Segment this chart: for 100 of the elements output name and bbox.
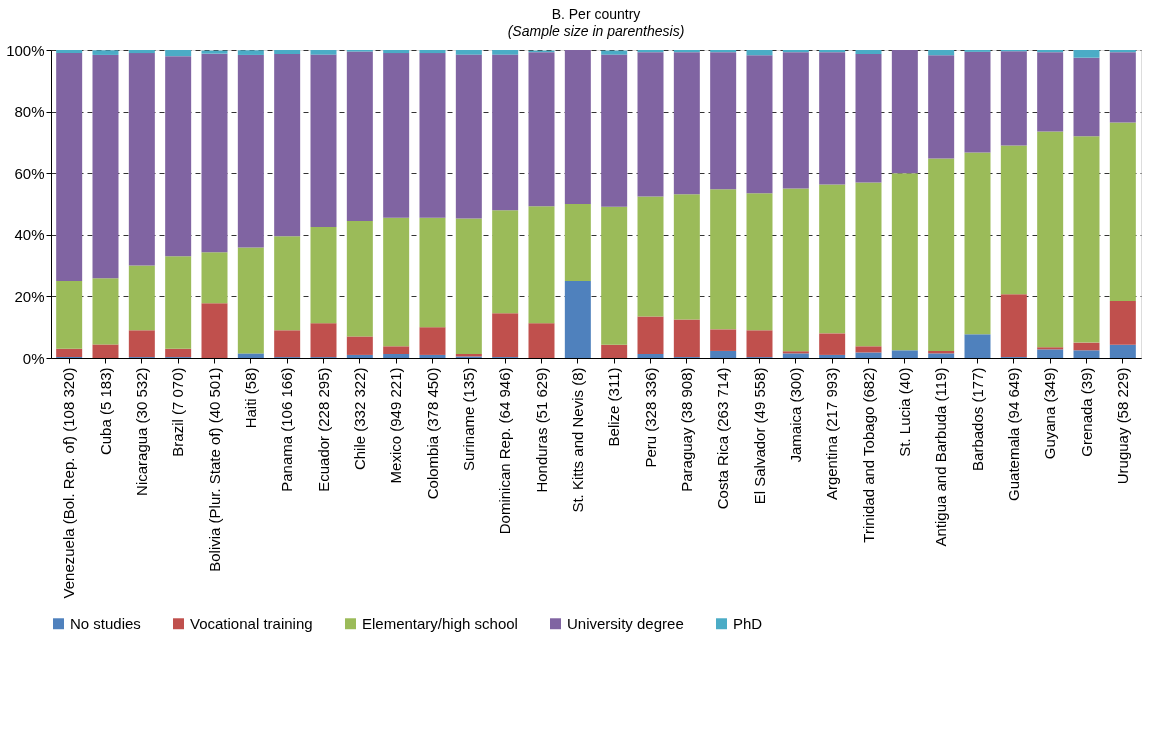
bar bbox=[1000, 51, 1027, 146]
chart-subtitle: (Sample size in parenthesis) bbox=[507, 23, 685, 39]
x-tick-label: Haiti (58) bbox=[241, 367, 259, 429]
bar bbox=[673, 194, 700, 320]
bar bbox=[492, 54, 519, 211]
y-tick-label: 40% bbox=[14, 226, 45, 244]
bar bbox=[964, 51, 991, 153]
bar bbox=[782, 188, 809, 352]
bar bbox=[564, 50, 591, 204]
bar bbox=[1073, 136, 1100, 343]
x-tick-label: Guatemala (94 649) bbox=[1004, 367, 1022, 501]
bar bbox=[637, 316, 664, 354]
bar bbox=[128, 265, 155, 331]
bar bbox=[310, 227, 337, 324]
bar bbox=[891, 50, 918, 174]
bar bbox=[92, 50, 119, 55]
bar bbox=[165, 50, 192, 57]
bar bbox=[528, 206, 555, 324]
bar bbox=[492, 50, 519, 55]
bar bbox=[165, 56, 192, 257]
bar bbox=[928, 158, 955, 351]
bar bbox=[274, 50, 301, 54]
x-tick-label: Cuba (5 183) bbox=[96, 367, 114, 456]
bar bbox=[1073, 350, 1100, 358]
bar bbox=[1000, 145, 1027, 295]
bar bbox=[855, 54, 882, 183]
legend-label: Elementary/high school bbox=[362, 614, 518, 632]
bar bbox=[274, 330, 301, 358]
bar bbox=[710, 50, 737, 53]
bar bbox=[92, 54, 119, 279]
bar bbox=[237, 54, 264, 248]
x-tick-label: Barbados (177) bbox=[968, 367, 986, 471]
y-tick-label: 0% bbox=[22, 349, 45, 367]
bar bbox=[564, 281, 591, 358]
legend-label: Vocational training bbox=[190, 614, 313, 632]
bar bbox=[746, 55, 773, 194]
bar bbox=[928, 55, 955, 159]
bar bbox=[383, 346, 410, 354]
x-tick-label: Argentina (217 993) bbox=[823, 367, 841, 501]
bar bbox=[601, 206, 628, 345]
bar bbox=[964, 334, 991, 358]
bar bbox=[56, 53, 83, 281]
bar bbox=[637, 354, 664, 358]
bar bbox=[819, 52, 846, 185]
bar bbox=[56, 281, 83, 349]
bar bbox=[1109, 301, 1136, 345]
bar bbox=[710, 329, 737, 351]
bar bbox=[891, 350, 918, 358]
bar bbox=[346, 354, 373, 358]
bar bbox=[1073, 50, 1100, 58]
x-tick-label: Colombia (378 450) bbox=[423, 367, 441, 500]
bar bbox=[746, 330, 773, 358]
bar bbox=[710, 189, 737, 330]
bar bbox=[128, 50, 155, 54]
bar bbox=[710, 350, 737, 358]
x-tick-label: Trinidad and Tobago (682) bbox=[859, 367, 877, 543]
bar bbox=[673, 319, 700, 358]
x-tick-label: Bolivia (Plur. State of) (40 501) bbox=[205, 367, 223, 572]
x-tick-label: Uruguay (58 229) bbox=[1113, 367, 1131, 485]
bar bbox=[56, 348, 83, 358]
x-tick-label: Venezuela (Bol. Rep. of) (108 320) bbox=[60, 367, 78, 599]
chart-title: B. Per country bbox=[551, 6, 641, 22]
x-tick-label: Grenada (39) bbox=[1077, 367, 1095, 457]
bar bbox=[637, 196, 664, 317]
bar bbox=[601, 344, 628, 358]
x-tick-label: Costa Rica (263 714) bbox=[714, 367, 732, 510]
x-tick-label: Belize (311) bbox=[605, 367, 623, 447]
bar bbox=[165, 348, 192, 358]
bar bbox=[310, 54, 337, 228]
bar bbox=[601, 50, 628, 55]
bar bbox=[346, 220, 373, 337]
y-tick-label: 100% bbox=[6, 41, 45, 59]
legend-label: PhD bbox=[733, 614, 763, 632]
bar bbox=[746, 193, 773, 331]
bar bbox=[310, 323, 337, 358]
bar bbox=[1037, 50, 1064, 53]
bar bbox=[928, 353, 955, 358]
bar bbox=[310, 50, 337, 55]
x-tick-label: Ecuador (228 295) bbox=[314, 367, 332, 492]
bar bbox=[1073, 57, 1100, 137]
bar bbox=[819, 333, 846, 355]
bar bbox=[1000, 294, 1027, 358]
legend-label: No studies bbox=[70, 614, 141, 632]
x-tick-label: Jamaica (300) bbox=[786, 367, 804, 463]
bar bbox=[782, 50, 809, 53]
bar bbox=[383, 53, 410, 218]
x-tick-label: Panama (106 166) bbox=[278, 367, 296, 492]
bar bbox=[492, 210, 519, 314]
bar bbox=[782, 52, 809, 189]
x-tick-label: Mexico (949 221) bbox=[387, 367, 405, 484]
bar bbox=[346, 51, 373, 221]
bar bbox=[455, 50, 482, 55]
x-tick-label: St. Kitts and Nevis (8) bbox=[568, 367, 586, 513]
bar bbox=[237, 50, 264, 55]
bar bbox=[564, 204, 591, 281]
x-tick-label: Paraguay (38 908) bbox=[677, 367, 695, 492]
bar bbox=[274, 54, 301, 237]
y-tick-label: 60% bbox=[14, 164, 45, 182]
bar bbox=[1109, 52, 1136, 123]
bar bbox=[855, 352, 882, 358]
